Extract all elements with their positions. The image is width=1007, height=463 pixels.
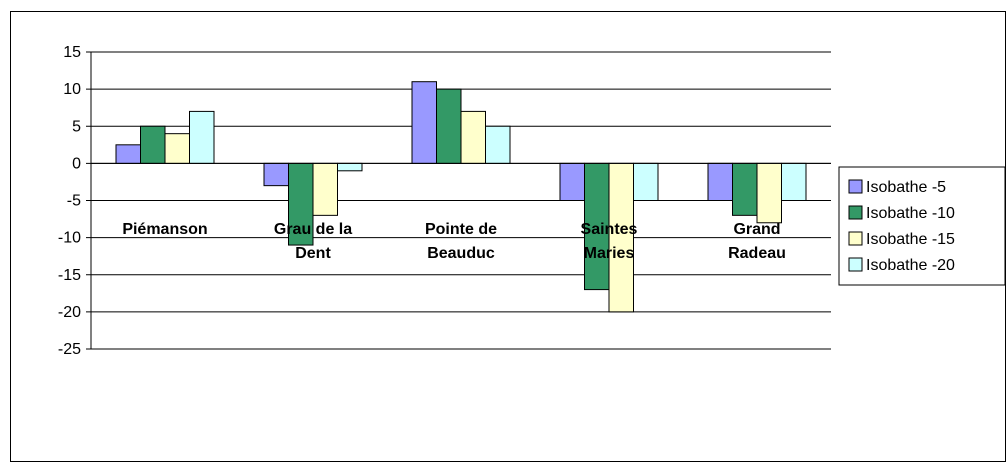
y-tick-label: -5: [67, 193, 81, 210]
y-tick-label: -15: [58, 267, 81, 284]
y-tick-label: 5: [72, 118, 81, 135]
chart-frame: 15 10 5 0 -5 -10 -15 -20 -25 Piémanson Grau de la D…: [10, 11, 1006, 462]
bar-4-1: [189, 110, 215, 164]
bar-1-5: [707, 162, 733, 201]
bar-4-2: [337, 162, 363, 172]
category-label: Grau de la: [274, 221, 352, 238]
y-tick-label: -25: [58, 341, 81, 358]
y-tick-label: 15: [63, 44, 81, 61]
bar-4-5: [781, 162, 807, 201]
legend-swatch: [848, 205, 863, 220]
category-label: Dent: [295, 245, 331, 262]
bar-3-5: [756, 162, 782, 224]
legend-swatch: [848, 179, 863, 194]
bar-chart: 15 10 5 0 -5 -10 -15 -20 -25 Piémanson Grau de la D…: [58, 44, 1005, 358]
legend-swatch: [848, 231, 863, 246]
bar-2-5: [732, 162, 758, 216]
bar-4-3: [485, 125, 511, 164]
legend-label: Isobathe -20: [866, 257, 955, 274]
y-tick-label: -20: [58, 304, 81, 321]
legend-box: [838, 166, 1005, 286]
y-tick-label: 0: [72, 155, 81, 172]
category-label: Pointe de: [425, 221, 497, 238]
legend-label: Isobathe -15: [866, 231, 955, 248]
legend-label: Isobathe -10: [866, 205, 955, 222]
bar-1-2: [263, 162, 289, 187]
bar-3-4: [608, 162, 634, 313]
bar-2-3: [436, 88, 462, 164]
legend-swatch: [848, 257, 863, 272]
bar-1-4: [559, 162, 585, 201]
y-tick-label: -10: [58, 230, 81, 247]
y-tick-label: 10: [63, 81, 81, 98]
category-label: Grand: [733, 221, 780, 238]
bar-2-4: [584, 162, 610, 291]
category-label: Saintes: [581, 221, 638, 238]
bar-1-1: [115, 144, 141, 164]
category-label: Piémanson: [122, 221, 207, 238]
bar-3-3: [460, 110, 486, 164]
category-label: Maries: [584, 245, 635, 262]
bar-3-1: [164, 133, 190, 164]
category-label: Radeau: [728, 245, 786, 262]
bar-1-3: [411, 81, 437, 164]
bar-3-2: [312, 162, 338, 216]
category-label: Beauduc: [427, 245, 495, 262]
bar-4-4: [633, 162, 659, 201]
bar-2-1: [140, 125, 166, 164]
legend-label: Isobathe -5: [866, 179, 946, 196]
